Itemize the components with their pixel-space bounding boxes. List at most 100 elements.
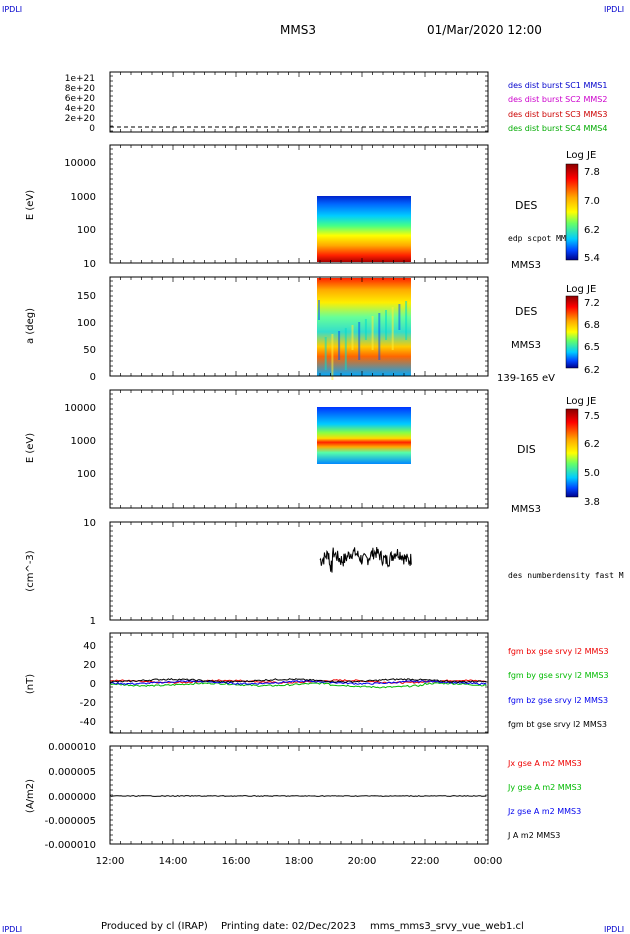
panel-fgm: 40 20 0 -20 -40 (nT) fgm bx gse srvy l2 … xyxy=(25,632,609,734)
pitch-streak xyxy=(344,328,347,370)
des-pitch-colorbar-tick: 6.8 xyxy=(584,320,600,331)
fgm-legend-by: fgm by gse srvy l2 MMS3 xyxy=(508,671,609,680)
panel-des-energy-frame xyxy=(109,144,489,264)
fgm-ytick: 40 xyxy=(83,641,96,652)
fgm-ytick: 20 xyxy=(83,660,96,671)
des-pitch-colorbar-title: Log JE xyxy=(566,284,596,295)
footer-file-name: mms_mms3_srvy_vue_web1.cl xyxy=(370,921,524,932)
panel-density: 10 1 (cm^-3) des numberdensity fast M xyxy=(25,518,624,627)
current-ytick: 0.000000 xyxy=(48,792,96,803)
current-ytick: -0.000010 xyxy=(45,840,96,851)
time-tick: 12:00 xyxy=(96,856,125,867)
des-energy-ytick: 1000 xyxy=(71,192,96,203)
pitch-streak xyxy=(405,301,408,340)
burst-ytick: 2e+20 xyxy=(65,114,96,124)
pitch-streak xyxy=(398,304,401,330)
pitch-streak xyxy=(338,331,341,360)
des-energy-ytick: 100 xyxy=(77,225,96,236)
des-energy-colorbar xyxy=(565,163,579,261)
current-legend-jx: Jx gse A m2 MMS3 xyxy=(507,759,582,768)
des-pitch-ytick: 150 xyxy=(77,291,96,302)
dis-energy-ytick: 1000 xyxy=(71,436,96,447)
dis-energy-label: DIS xyxy=(517,443,536,456)
panel-des-pitch-frame xyxy=(109,276,489,377)
current-legend-jy: Jy gse A m2 MMS3 xyxy=(507,783,582,792)
burst-ytick: 6e+20 xyxy=(65,94,96,104)
density-legend: des numberdensity fast M xyxy=(508,571,624,580)
des-energy-spectrogram xyxy=(317,196,411,262)
current-ytick: -0.000005 xyxy=(45,816,96,827)
dis-energy-ytick: 100 xyxy=(77,469,96,480)
panel-burst-frame xyxy=(109,71,489,133)
des-energy-colorbar-tick: 6.2 xyxy=(584,225,600,236)
dis-energy-ylabel: E (eV) xyxy=(25,433,36,463)
fgm-ytick: -20 xyxy=(80,698,96,709)
corner-label-bottom-right: IPDLI xyxy=(604,925,624,934)
fgm-ytick: 0 xyxy=(90,679,96,690)
header-datetime: 01/Mar/2020 12:00 xyxy=(427,23,542,37)
pitch-streak xyxy=(371,316,374,350)
des-energy-colorbar-tick: 7.8 xyxy=(584,167,600,178)
panel-dis-energy-frame xyxy=(109,389,489,509)
header-spacecraft: MMS3 xyxy=(280,23,316,37)
pitch-streak xyxy=(351,325,354,350)
current-ytick: 0.000005 xyxy=(48,767,96,778)
des-pitch-colorbar-tick: 6.5 xyxy=(584,342,600,353)
des-pitch-ytick: 50 xyxy=(83,345,96,356)
burst-ytick: 0 xyxy=(89,124,95,134)
pitch-streak xyxy=(391,307,394,350)
des-energy-colorbar-tick: 7.0 xyxy=(584,196,600,207)
fgm-ylabel: (nT) xyxy=(25,674,36,694)
dis-energy-spectrogram xyxy=(317,407,411,464)
des-pitch-ytick: 0 xyxy=(90,372,96,383)
density-ylabel: (cm^-3) xyxy=(25,550,36,591)
fgm-legend-bx: fgm bx gse srvy l2 MMS3 xyxy=(508,647,609,656)
dis-energy-colorbar-title: Log JE xyxy=(566,396,596,407)
des-pitch-ytick: 100 xyxy=(77,318,96,329)
burst-legend-sc4: des dist burst SC4 MMS4 xyxy=(508,124,607,133)
corner-label-top-right: IPDLI xyxy=(604,5,624,14)
dis-energy-colorbar xyxy=(565,408,579,498)
des-energy-ylabel: E (eV) xyxy=(25,190,36,220)
density-ytick: 10 xyxy=(83,518,96,529)
des-pitch-energy-band: 139-165 eV xyxy=(497,373,555,384)
panel-current: 0.000010 0.000005 0.000000 -0.000005 -0.… xyxy=(25,742,582,851)
fgm-legend-bt: fgm bt gse srvy l2 MMS3 xyxy=(508,720,607,729)
corner-label-bottom-left: IPDLI xyxy=(2,925,22,934)
des-pitch-colorbar-tick: 7.2 xyxy=(584,298,600,309)
pitch-streak xyxy=(385,310,387,340)
burst-legend-sc3: des dist burst SC3 MMS3 xyxy=(508,110,607,119)
des-energy-colorbar-tick: 5.4 xyxy=(584,253,600,264)
panel-density-frame xyxy=(109,521,489,621)
pitch-streak xyxy=(378,313,381,360)
des-pitch-label: DES xyxy=(515,305,537,318)
time-tick: 14:00 xyxy=(159,856,188,867)
current-ylabel: (A/m2) xyxy=(25,779,36,813)
burst-ytick: 8e+20 xyxy=(65,84,96,94)
des-pitch-ylabel: a (deg) xyxy=(25,308,36,344)
des-energy-sublabel: edp scpot MMS3 xyxy=(508,234,576,243)
dis-energy-colorbar-tick: 6.2 xyxy=(584,439,600,450)
current-ytick: 0.000010 xyxy=(48,742,96,753)
fgm-series-line xyxy=(109,679,487,686)
time-tick: 20:00 xyxy=(348,856,377,867)
time-tick: 00:00 xyxy=(474,856,503,867)
des-pitch-streaks xyxy=(318,300,408,380)
current-legend-j: J A m2 MMS3 xyxy=(507,831,560,840)
dis-energy-colorbar-tick: 7.5 xyxy=(584,411,600,422)
panel-burst: 1e+21 8e+20 6e+20 4e+20 2e+20 0 des dist… xyxy=(65,71,607,134)
fgm-ytick: -40 xyxy=(80,717,96,728)
dis-energy-side-label: MMS3 xyxy=(511,504,541,515)
time-tick: 22:00 xyxy=(411,856,440,867)
pitch-streak xyxy=(318,300,320,320)
panel-fgm-frame xyxy=(109,632,489,734)
fgm-series-lines xyxy=(109,677,487,689)
burst-ytick: 1e+21 xyxy=(65,74,95,84)
des-energy-ytick: 10000 xyxy=(64,158,96,169)
des-energy-colorbar-title: Log JE xyxy=(566,150,596,161)
panel-des-pitch: 150 100 50 0 a (deg) DES MMS3 139-165 eV… xyxy=(25,276,600,384)
pitch-streak xyxy=(358,322,361,360)
des-pitch-spectrogram xyxy=(317,278,411,376)
dis-energy-ytick: 10000 xyxy=(64,403,96,414)
